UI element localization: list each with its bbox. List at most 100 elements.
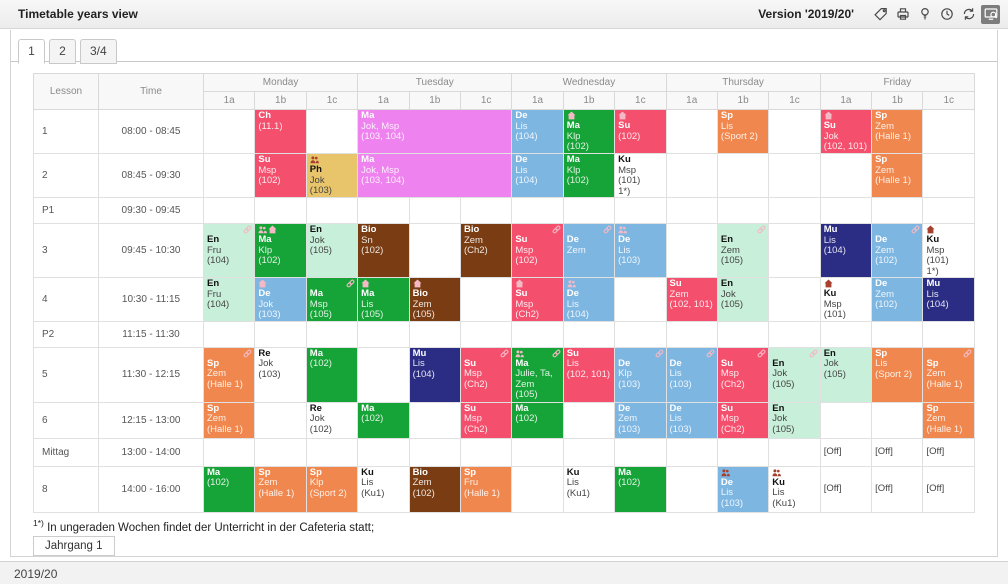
lesson-cell[interactable]: Ku Msp (101) 1*) [614,153,667,198]
lesson-cell[interactable]: Ku Lis (Ku1) [768,465,821,513]
lesson-cell[interactable]: En Jok (105) [768,401,821,439]
empty-slot [716,197,770,224]
lesson-cell[interactable]: Sp Zem (Halle 1) [254,465,307,513]
lesson-cell[interactable]: De Zem [562,223,616,278]
lesson-cell[interactable]: De Lis (104) [562,277,616,322]
lesson-cell[interactable]: Sp Lis (Sport 2) [871,346,924,403]
empty-slot [871,401,924,439]
lesson-time: 13:00 - 14:00 [98,437,204,467]
lesson-cell[interactable]: Mu Lis (104) [408,346,461,403]
lesson-cell[interactable]: Bio Sn (102) [357,223,410,278]
lesson-cell[interactable]: Sp Zem (Halle 1) [202,346,256,403]
tab-1[interactable]: 1 [18,39,45,64]
lesson-cell[interactable]: De Lis (104) [511,153,564,198]
lesson-cell[interactable]: De Lis (103) [665,401,718,439]
empty-slot [665,223,718,278]
lesson-cell[interactable]: Su Jok (102, 101) [819,109,873,154]
lesson-cell[interactable]: De Lis (103) [716,465,770,513]
lesson-cell[interactable]: En Jok (105) [305,223,359,278]
lesson-cell[interactable]: Bio Zem (105) [408,277,461,322]
lesson-cell[interactable]: Su Msp (102) [254,153,307,198]
empty-slot [665,197,718,224]
lesson-cell[interactable]: Ma (102) [357,401,410,439]
lesson-cell[interactable]: Ma (102) [305,346,359,403]
lesson-cell[interactable]: De Lis (103) [614,223,667,278]
lesson-cell[interactable]: Mu Lis (104) [922,277,975,322]
lesson-cell[interactable]: De Zem (102) [871,223,924,278]
link-icon [706,349,715,358]
lesson-cell[interactable]: Su Msp (102) [511,223,564,278]
lesson-cell[interactable]: En Jok (105) [768,346,821,403]
empty-slot [768,223,821,278]
refresh-icon[interactable] [959,5,978,24]
lightbulb-icon[interactable] [915,5,934,24]
clock-icon[interactable] [937,5,956,24]
lesson-cell[interactable]: Ku Msp (101) 1*) [922,223,975,278]
lesson-cell[interactable]: Ma Klp (102) [562,153,616,198]
lesson-cell[interactable]: Ma Klp (102) [254,223,307,278]
year-tabs: 1 2 3/4 [11,30,997,64]
lesson-cell[interactable]: Sp Zem (Halle 1) [922,346,975,403]
link-icon [603,225,612,234]
empty-slot [459,197,513,224]
tab-2[interactable]: 2 [49,39,76,64]
lesson-cell[interactable]: Bio Zem (102) [408,465,461,513]
lesson-cell[interactable]: Su Zem (102, 101) [665,277,718,322]
empty-slot [819,320,873,348]
lesson-cell[interactable]: Ku Msp (101) [819,277,873,322]
lesson-cell[interactable]: Sp Zem (Halle 1) [922,401,975,439]
lesson-cell[interactable]: Sp Fru (Halle 1) [459,465,513,513]
screen-search-icon[interactable] [981,4,1000,24]
print-icon[interactable] [893,5,912,24]
lesson-cell[interactable]: De Zem (103) [614,401,667,439]
lesson-cell[interactable]: De Klp (103) [614,346,667,403]
lesson-cell[interactable]: Ma Jok, Msp (103, 104) [357,153,513,198]
lesson-cell[interactable]: Ma Jok, Msp (103, 104) [357,109,513,154]
lesson-cell[interactable]: Sp Klp (Sport 2) [305,465,359,513]
lesson-cell[interactable]: En Jok (105) [819,346,873,403]
lesson-cell[interactable]: Ma (102) [614,465,667,513]
tab-3-4[interactable]: 3/4 [80,39,117,64]
lesson-cell[interactable]: Sp Zem (Halle 1) [202,401,256,439]
tag-icon[interactable] [871,5,890,24]
lesson-cell[interactable]: Mu Lis (104) [819,223,873,278]
lesson-cell[interactable]: Ma Julie, Ta, Zem (105) [511,346,564,403]
class-column-header: 1c [768,91,821,110]
lesson-cell[interactable]: Ma Klp (102) [562,109,616,154]
lesson-cell[interactable]: Re Jok (102) [305,401,359,439]
lesson-cell[interactable]: Ku Lis (Ku1) [357,465,410,513]
lesson-cell[interactable]: Sp Zem (Halle 1) [871,153,924,198]
lesson-cell[interactable]: Su Msp (Ch2) [459,346,513,403]
lesson-cell[interactable]: En Fru (104) [202,277,256,322]
lesson-cell[interactable]: En Zem (105) [716,223,770,278]
lesson-cell[interactable]: Sp Zem (Halle 1) [871,109,924,154]
lesson-cell[interactable]: En Jok (105) [716,277,770,322]
empty-slot [922,320,975,348]
group-icon [721,468,730,477]
lesson-cell[interactable]: Su (102) [614,109,667,154]
lesson-cell[interactable]: De Jok (103) [254,277,307,322]
lesson-cell[interactable]: Ma Lis (105) [357,277,410,322]
lesson-cell[interactable]: Su Lis (102, 101) [562,346,616,403]
lesson-cell[interactable]: De Zem (102) [871,277,924,322]
lesson-cell[interactable]: En Fru (104) [202,223,256,278]
lesson-cell[interactable]: Sp Lis (Sport 2) [716,109,770,154]
lesson-cell[interactable]: Ma Msp (105) [305,277,359,322]
empty-slot [357,437,410,467]
lesson-cell[interactable]: Su Msp (Ch2) [511,277,564,322]
lesson-cell[interactable]: De Lis (103) [665,346,718,403]
lesson-cell[interactable]: Ph Jok (103) [305,153,359,198]
lesson-cell[interactable]: Ma (102) [202,465,256,513]
lesson-cell[interactable]: Su Msp (Ch2) [716,346,770,403]
lesson-cell[interactable]: Ma (102) [511,401,564,439]
lesson-cell[interactable]: De Lis (104) [511,109,564,154]
lesson-number: 8 [33,465,99,513]
lesson-cell[interactable]: Su Msp (Ch2) [716,401,770,439]
lesson-cell[interactable]: Re Jok (103) [254,346,307,403]
lesson-cell[interactable]: Ch (11.1) [254,109,307,154]
lesson-cell[interactable]: Ku Lis (Ku1) [562,465,616,513]
lesson-cell[interactable]: Su Msp (Ch2) [459,401,513,439]
day-header: Tuesday [357,73,513,92]
blocked-slot: [Off] [922,465,975,513]
lesson-cell[interactable]: Bio Zem (Ch2) [459,223,513,278]
